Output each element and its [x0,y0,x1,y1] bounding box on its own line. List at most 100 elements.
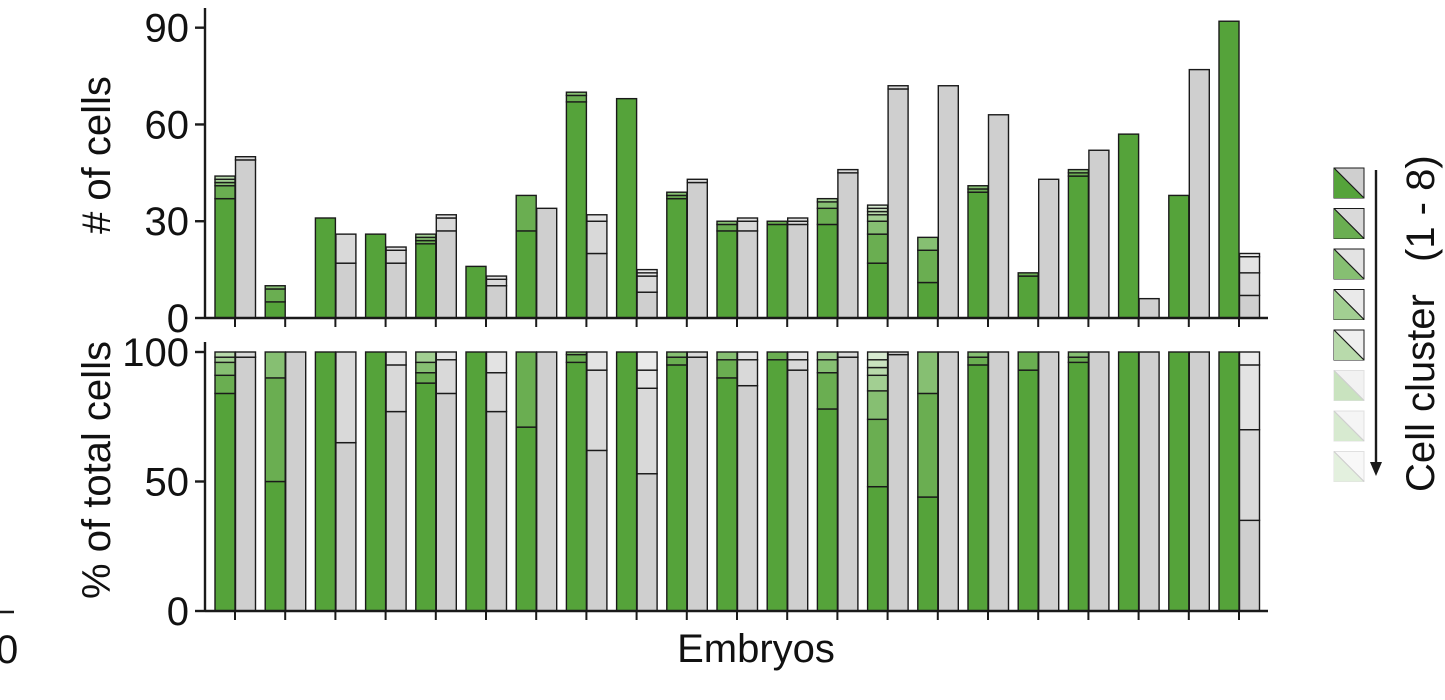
top-y-axis-title: # of cells [75,76,119,234]
percent-y-tick-label: 50 [145,461,190,505]
percent-grey-bar-5-cluster-2 [435,359,457,395]
percent-grey-bar-18-cluster-1 [1088,351,1110,612]
count-green-bar-7-cluster-2 [515,194,537,232]
percent-grey-bar-20-cluster-1 [1188,351,1211,612]
count-green-bar-16-cluster-3 [967,185,989,190]
percent-grey-bar-3-cluster-2 [335,351,357,444]
count-grey-bar-20-cluster-1 [1188,68,1211,319]
percent-green-bar-5-cluster-3 [415,361,437,374]
percent-grey-bar-15-cluster-1 [937,351,959,612]
count-green-bar-5-cluster-1 [415,243,437,319]
count-green-bar-8-cluster-3 [565,91,588,97]
percent-grey-bar-8-cluster-3 [586,351,608,371]
percent-y-tick-label: 100 [122,331,189,375]
count-green-bar-18-cluster-1 [1067,175,1090,319]
count-grey-bar-6-cluster-1 [485,285,508,319]
percent-green-bar-18-cluster-3 [1067,351,1090,358]
percent-green-bar-6-cluster-1 [465,351,487,612]
count-green-bar-15-cluster-1 [917,281,939,319]
percent-grey-bar-17-cluster-1 [1037,351,1060,612]
percent-green-bar-10-cluster-2 [666,356,688,366]
percent-green-bar-20-cluster-1 [1168,351,1190,612]
count-green-bar-14-cluster-7 [866,204,889,210]
percent-grey-bar-21-cluster-4 [1238,351,1261,366]
count-grey-bar-15-cluster-1 [937,85,959,319]
legend-swatch-divider-4 [1333,289,1365,320]
count-green-bar-13-cluster-2 [816,207,839,226]
count-green-bar-12-cluster-2 [766,220,788,226]
count-green-bar-8-cluster-2 [565,94,588,103]
count-green-bar-2-cluster-2 [264,288,286,303]
count-grey-bar-19-cluster-1 [1138,297,1160,319]
percent-grey-bar-9-cluster-1 [636,473,658,612]
percent-green-bar-12-cluster-1 [766,359,788,612]
percent-green-bar-11-cluster-3 [716,351,738,361]
percent-green-bar-14-cluster-6 [866,359,889,369]
count-grey-bar-5-cluster-3 [435,214,457,219]
percent-grey-bar-5-cluster-3 [435,351,457,361]
percent-green-bar-15-cluster-3 [917,351,939,395]
x-axis-title: Embryos [677,627,835,671]
percent-panel: 0 50 100 [122,331,1268,634]
count-grey-bar-7-cluster-1 [536,207,558,319]
count-grey-bar-9-cluster-2 [636,275,658,293]
count-green-bar-4-cluster-1 [364,233,387,319]
percent-green-bar-4-cluster-1 [364,351,387,612]
percent-grey-bar-10-cluster-2 [686,351,708,358]
percent-green-bar-7-cluster-1 [515,426,537,612]
count-grey-bar-10-cluster-2 [686,178,708,184]
percent-green-bar-8-cluster-1 [565,361,588,612]
percent-grey-bar-12-cluster-1 [787,369,809,612]
count-grey-bar-13-cluster-2 [837,168,859,174]
percent-grey-bar-21-cluster-3 [1238,364,1261,431]
percent-green-bar-14-cluster-7 [866,351,889,361]
count-green-bar-15-cluster-3 [917,236,939,251]
count-green-bar-8-cluster-1 [565,101,588,319]
percent-grey-bar-13-cluster-2 [837,351,859,358]
count-green-bar-2-cluster-3 [264,285,286,290]
percent-green-bar-10-cluster-1 [666,364,688,612]
percent-grey-bar-3-cluster-1 [335,441,357,612]
count-grey-bar-8-cluster-1 [586,252,608,319]
percent-grey-bar-13-cluster-1 [837,356,859,612]
count-green-bar-13-cluster-4 [816,197,839,203]
percent-green-bar-17-cluster-1 [1017,369,1039,612]
count-y-tick-label: 30 [145,200,190,244]
count-grey-bar-4-cluster-1 [385,262,407,319]
count-grey-bar-18-cluster-1 [1088,149,1110,319]
legend-swatch-divider-6 [1333,370,1365,401]
percent-green-bar-17-cluster-2 [1017,351,1039,371]
count-green-bar-5-cluster-4 [415,233,437,239]
percent-grey-bar-7-cluster-1 [536,351,558,612]
percent-grey-bar-1-cluster-2 [234,351,257,358]
percent-green-bar-2-cluster-1 [264,480,286,612]
count-green-bar-11-cluster-2 [716,223,738,232]
count-grey-bar-12-cluster-1 [787,223,809,319]
count-green-bar-14-cluster-2 [866,233,889,264]
percent-green-bar-5-cluster-4 [415,351,437,364]
count-green-bar-9-cluster-1 [615,97,638,319]
count-grey-bar-5-cluster-2 [435,217,457,232]
count-grey-bar-9-cluster-1 [636,291,658,319]
count-grey-bar-3-cluster-1 [335,262,357,319]
count-green-bar-14-cluster-1 [866,262,889,319]
percent-grey-bar-9-cluster-4 [636,351,658,371]
legend-swatch-divider-5 [1333,329,1365,361]
percent-green-bar-2-cluster-2 [264,377,286,483]
count-green-bar-17-cluster-2 [1017,272,1039,277]
count-grey-bar-10-cluster-1 [686,181,708,319]
count-grey-bar-21-cluster-1 [1238,294,1261,319]
percent-grey-bar-4-cluster-1 [385,410,407,612]
count-grey-bar-21-cluster-4 [1238,252,1261,258]
count-green-bar-21-cluster-1 [1218,20,1240,319]
count-grey-bar-17-cluster-1 [1037,178,1060,319]
legend-title: Cell cluster [1399,294,1443,492]
percent-y-tick-label: 0 [167,590,189,634]
percent-grey-bar-14-cluster-1 [887,353,909,612]
count-grey-bar-11-cluster-1 [736,230,759,319]
percent-green-bar-1-cluster-4 [214,356,236,364]
count-grey-bar-11-cluster-3 [736,217,759,222]
percent-green-bar-3-cluster-1 [314,351,337,612]
count-grey-bar-4-cluster-3 [385,246,407,251]
percent-grey-bar-6-cluster-3 [485,351,508,374]
